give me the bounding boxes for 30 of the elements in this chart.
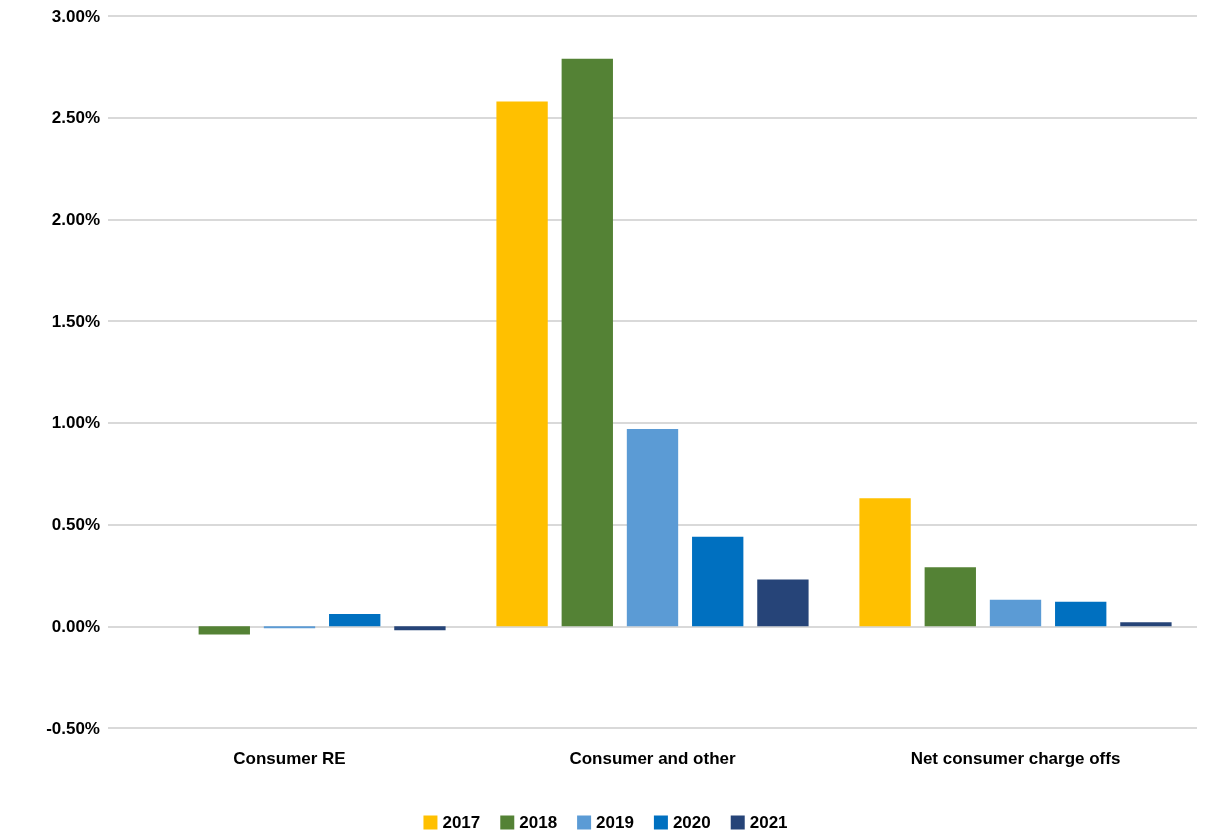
legend-label: 2017: [442, 813, 481, 832]
bar: [198, 626, 250, 635]
legend-label: 2019: [596, 813, 634, 832]
y-tick-label: 1.00%: [51, 413, 100, 433]
y-tick-label: 2.00%: [51, 209, 100, 229]
bar: [329, 614, 381, 627]
bar: [1055, 601, 1107, 627]
bar: [692, 536, 744, 627]
x-tick-label: Consumer RE: [233, 749, 346, 768]
y-tick-label: 0.00%: [51, 616, 100, 636]
x-tick-label: Net consumer charge offs: [910, 749, 1121, 768]
bar: [989, 599, 1042, 627]
bar: [263, 626, 316, 629]
bar: [626, 428, 679, 627]
y-tick-label: 3.00%: [51, 6, 100, 26]
y-tick-label: 0.50%: [51, 515, 100, 535]
legend-label: 2018: [519, 813, 558, 832]
x-tick-label: Consumer and other: [569, 749, 736, 768]
y-tick-label: 1.50%: [51, 311, 100, 331]
y-tick-label: 2.50%: [51, 108, 100, 128]
bar: [394, 626, 446, 631]
y-tick-label: -0.50%: [46, 718, 100, 738]
bar: [859, 498, 911, 627]
legend-label: 2021: [749, 813, 788, 832]
bar: [924, 567, 976, 627]
bar: [561, 58, 613, 627]
bar: [757, 579, 809, 627]
legend-label: 2020: [672, 813, 711, 832]
bar: [1120, 622, 1172, 627]
bar: [496, 101, 548, 627]
